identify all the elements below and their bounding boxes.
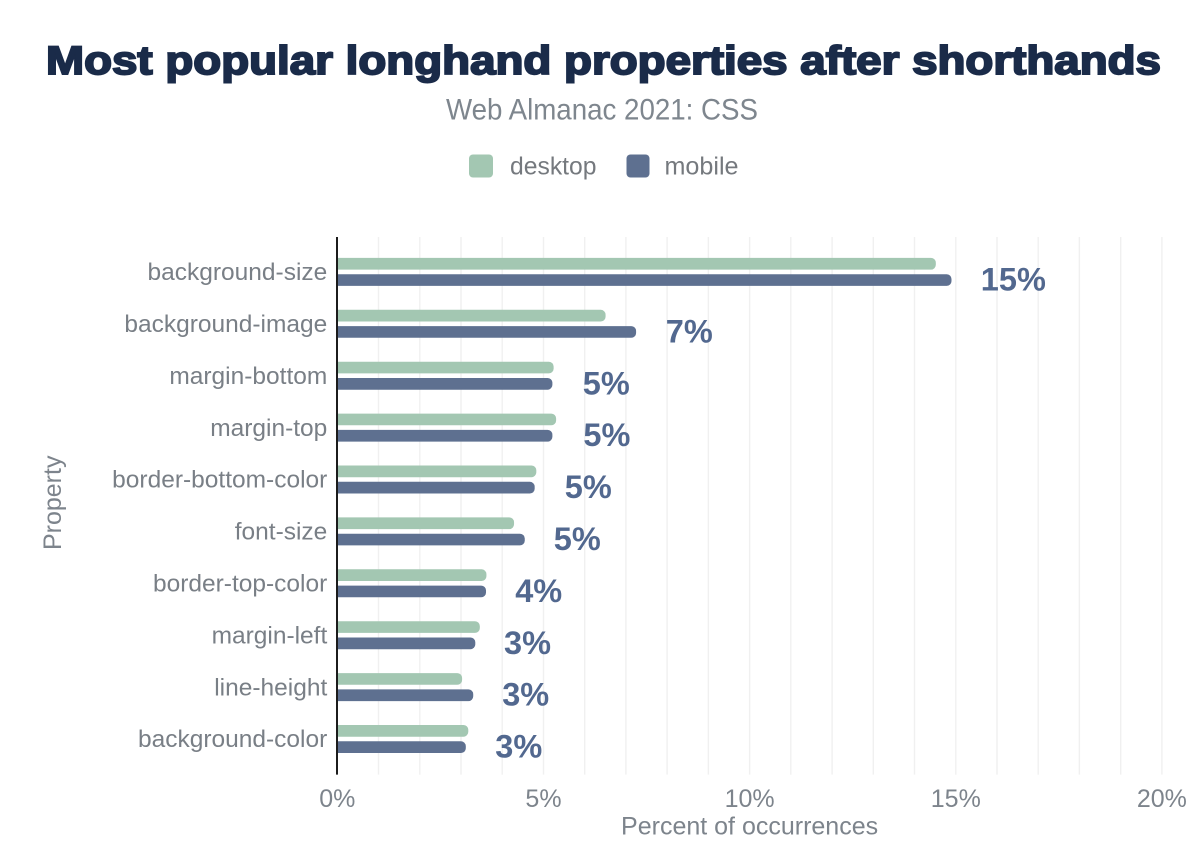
- svg-text:background-size: background-size: [148, 259, 328, 286]
- svg-text:15%: 15%: [981, 262, 1046, 298]
- svg-text:3%: 3%: [504, 625, 551, 661]
- svg-text:desktop: desktop: [510, 152, 597, 180]
- svg-text:4%: 4%: [515, 573, 562, 609]
- svg-text:background-color: background-color: [138, 726, 327, 753]
- svg-text:border-bottom-color: border-bottom-color: [112, 467, 327, 494]
- svg-text:Web Almanac 2021: CSS: Web Almanac 2021: CSS: [446, 94, 758, 127]
- svg-text:border-top-color: border-top-color: [153, 571, 327, 598]
- svg-text:3%: 3%: [495, 729, 542, 765]
- svg-text:0%: 0%: [319, 785, 355, 813]
- svg-text:margin-bottom: margin-bottom: [169, 363, 327, 390]
- svg-text:5%: 5%: [583, 365, 630, 401]
- svg-text:7%: 7%: [666, 313, 713, 349]
- svg-text:20%: 20%: [1137, 785, 1187, 813]
- svg-text:5%: 5%: [565, 469, 612, 505]
- svg-text:font-size: font-size: [235, 519, 328, 546]
- svg-text:margin-left: margin-left: [212, 622, 328, 649]
- svg-text:margin-top: margin-top: [210, 415, 327, 442]
- svg-text:15%: 15%: [931, 785, 981, 813]
- svg-text:5%: 5%: [583, 417, 630, 453]
- svg-text:Property: Property: [39, 455, 67, 550]
- svg-text:line-height: line-height: [214, 674, 327, 701]
- svg-text:Percent of occurrences: Percent of occurrences: [621, 813, 878, 841]
- svg-text:Most popular longhand properti: Most popular longhand properties after s…: [46, 39, 1161, 83]
- svg-text:background-image: background-image: [124, 311, 327, 338]
- svg-text:10%: 10%: [725, 785, 775, 813]
- svg-text:5%: 5%: [554, 521, 601, 557]
- svg-text:5%: 5%: [525, 785, 561, 813]
- svg-text:3%: 3%: [502, 677, 549, 713]
- svg-text:mobile: mobile: [665, 152, 739, 180]
